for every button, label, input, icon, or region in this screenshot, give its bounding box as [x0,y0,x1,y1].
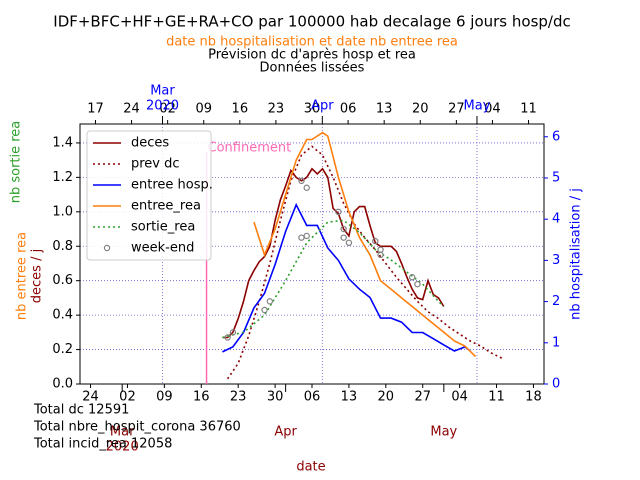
y2-tick-label: 6 [552,129,560,144]
legend-marker [103,244,111,252]
week-end-marker [372,237,379,245]
y2-tick-label: 5 [552,170,560,185]
chart-title: IDF+BFC+HF+GE+RA+CO par 100000 hab decal… [53,13,570,31]
x-axis-label: date [296,460,325,475]
y2-tick-label: 1 [552,335,560,350]
total-annotation: Total nbre_hospit_corona 36760 [33,420,241,435]
x-tick-label: 04 [451,390,468,405]
y-tick-label: 0.8 [52,239,73,254]
x2-tick-label: 13 [376,102,393,117]
week-end-marker [224,334,231,341]
x2-tick-label: 17 [87,102,104,117]
x-year-label: 2020 [106,440,139,455]
x-tick-label: 09 [156,390,173,405]
x2-year-label: 2020 [146,99,179,114]
total-annotation: Total dc 12591 [33,403,129,418]
y-axis-label: deces / j [30,249,45,303]
x-tick-label: 02 [119,390,136,405]
x2-tick-label: 24 [123,102,140,117]
y-axis-label: nb sortie rea [9,121,24,204]
y-axis-label: nb entree rea [15,232,30,320]
week-end-marker [298,177,305,185]
y2-tick-label: 0 [552,377,560,392]
legend-label: sortie_rea [131,220,195,235]
x-tick-label: 30 [267,390,284,405]
x2-tick-label: 09 [195,102,212,117]
legend-label: week-end [131,241,194,256]
legend-label: prev dc [131,157,180,172]
legend-label: deces [131,136,169,151]
x2-tick-label: 11 [520,102,537,117]
y-tick-label: 0.4 [52,308,73,323]
y-tick-label: 1.2 [52,170,73,185]
y2-axis-label: nb hospitalisation / j [569,188,584,320]
x-tick-label: 27 [414,390,431,405]
x-tick-label: 11 [488,390,505,405]
week-end-marker [345,239,353,247]
week-end-marker [303,232,310,240]
week-end-marker [377,246,384,253]
week-end-marker [266,298,274,305]
legend: deces prev dc entree hosp. entree_reasortie… [86,130,213,261]
y-tick-label: 0.0 [52,377,73,392]
week-end-marker [414,280,421,288]
x2-month-label: Apr [311,99,334,114]
y-tick-label: 0.6 [52,273,73,288]
y-tick-label: 0.2 [52,342,73,357]
x2-month-label: May [464,99,491,114]
x-tick-label: 18 [525,390,542,405]
y2-tick-label: 4 [552,212,560,227]
x2-month-label: Mar [150,84,175,99]
x2-tick-label: 30 [304,102,321,117]
series-line [253,131,477,358]
week-end-marker [229,329,237,336]
x2-tick-label: 04 [484,102,501,117]
x2-tick-label: 02 [159,102,176,117]
y-tick-label: 1.4 [52,135,73,150]
y-tick-label: 1.0 [52,204,73,219]
series-line [222,167,445,339]
x-month-label: Mar [110,425,135,440]
week-end-marker [298,234,305,241]
x-tick-label: 13 [341,390,358,405]
x-tick-label: 06 [304,390,321,405]
week-end-marker [377,251,384,259]
week-end-marker [335,208,342,216]
x2-tick-label: 06 [340,102,357,117]
x-month-label: Apr [274,425,297,440]
week-end-marker [303,184,310,191]
x2-tick-label: 20 [412,102,429,117]
chart-subtitle: date nb hospitalisation et date nb entre… [166,35,458,50]
x-tick-label: 20 [378,390,395,405]
x-month-label: May [430,425,457,440]
legend-label: entree hosp. [131,178,213,193]
chart-subtitle: Prévision dc d'après hosp et rea [208,48,416,63]
week-end-marker [261,306,268,314]
week-end-marker [340,225,347,233]
legend-label: entree_rea [131,199,201,214]
chart-subtitle: Données lissées [260,61,365,76]
week-end-marker [408,274,416,281]
total-annotation: Total incid_rea 12058 [33,437,172,452]
week-end-marker [340,234,347,241]
x2-tick-label: 27 [448,102,465,117]
x2-tick-label: 16 [232,102,249,117]
confinement-label: Confinement [208,141,292,156]
x-tick-label: 16 [193,390,210,405]
y2-tick-label: 3 [552,253,560,268]
x2-tick-label: 23 [268,102,285,117]
y2-tick-label: 2 [552,294,560,309]
x-tick-label: 24 [82,390,99,405]
series-line [222,202,471,353]
series-line [222,219,445,339]
x-tick-label: 23 [230,390,247,405]
